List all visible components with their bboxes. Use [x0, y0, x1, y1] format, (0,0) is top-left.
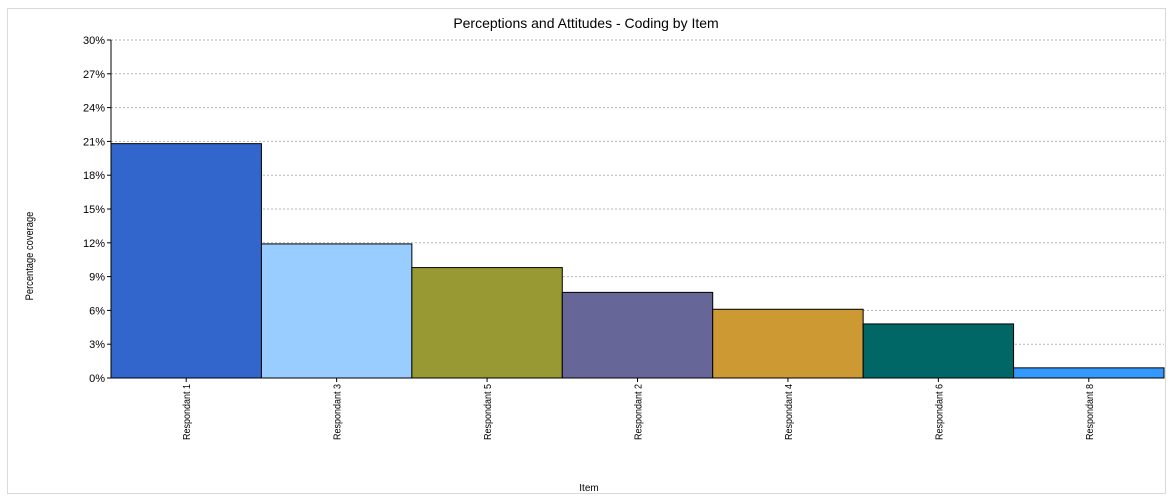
y-axis-label: Percentage coverage — [24, 211, 36, 300]
y-tick-label: 30% — [83, 35, 105, 47]
bar-respondant-8 — [1013, 367, 1165, 379]
y-tick-label: 27% — [83, 69, 105, 81]
x-tick-label: Respondant 5 — [483, 384, 495, 440]
bar-respondant-4 — [712, 308, 864, 379]
x-tick-label: Respondant 4 — [784, 384, 796, 440]
chart-title: Perceptions and Attitudes - Coding by It… — [453, 15, 718, 31]
y-tick-label: 24% — [83, 103, 105, 115]
x-axis-ticks: Respondant 1 Respondant 3 Respondant 5 Resp… — [182, 378, 1096, 440]
y-tick-label: 0% — [89, 373, 105, 385]
x-tick-label: Respondant 2 — [633, 384, 645, 440]
bar-respondant-3 — [260, 243, 413, 379]
x-tick-label: Respondant 8 — [1084, 384, 1096, 440]
x-axis-label: Item — [579, 483, 598, 494]
y-tick-label: 6% — [89, 305, 105, 317]
y-tick-label: 12% — [83, 238, 105, 250]
y-tick-label: 9% — [89, 272, 105, 284]
x-tick-label: Respondant 3 — [332, 384, 344, 440]
y-axis-ticks: 0% 3% 6% 9% 12% 15% 18% 21% 24% 27% 30% — [83, 35, 111, 385]
bar-respondant-6 — [862, 323, 1015, 379]
y-tick-label: 21% — [83, 136, 105, 148]
bar-respondant-1 — [110, 143, 262, 379]
x-tick-label: Respondant 6 — [934, 384, 946, 440]
y-tick-label: 18% — [83, 170, 105, 182]
x-tick-label: Respondant 1 — [182, 384, 194, 440]
bars — [110, 143, 1165, 379]
bar-respondant-5 — [411, 267, 563, 379]
y-tick-label: 15% — [83, 204, 105, 216]
y-tick-label: 3% — [89, 339, 105, 351]
bar-respondant-2 — [561, 291, 714, 379]
